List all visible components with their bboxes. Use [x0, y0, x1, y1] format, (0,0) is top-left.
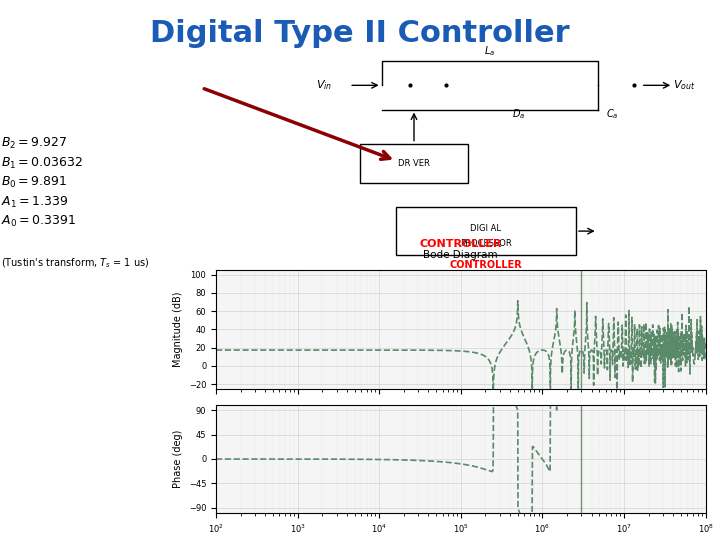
Text: DIGI AL: DIGI AL [470, 224, 502, 233]
Text: (Tustin's transform, $T_s$ = 1 us): (Tustin's transform, $T_s$ = 1 us) [1, 256, 150, 269]
Text: PROCESSOR: PROCESSOR [460, 239, 512, 248]
Text: $D_a$: $D_a$ [512, 107, 525, 122]
Text: $V_{out}$: $V_{out}$ [672, 78, 696, 92]
Bar [360, 144, 468, 183]
Text: $C_a$: $C_a$ [606, 107, 618, 122]
Text: $V_{in}$: $V_{in}$ [316, 78, 332, 92]
Y-axis label: Phase (deg): Phase (deg) [174, 430, 183, 488]
Text: $B_2 = 9.927$: $B_2 = 9.927$ [1, 136, 68, 151]
Bar [396, 207, 576, 255]
Text: $A_0 = 0.3391$: $A_0 = 0.3391$ [1, 214, 76, 229]
Y-axis label: Magnitude (dB): Magnitude (dB) [174, 292, 183, 367]
Text: CONTROLLER: CONTROLLER [420, 239, 502, 248]
Text: $B_0 = 9.891$: $B_0 = 9.891$ [1, 175, 68, 190]
Text: DR VER: DR VER [398, 159, 430, 167]
Text: Digital Type II Controller: Digital Type II Controller [150, 19, 570, 48]
Text: $L_a$: $L_a$ [484, 44, 495, 58]
Text: Bode Diagram: Bode Diagram [423, 251, 498, 260]
Text: $A_1 = 1.339$: $A_1 = 1.339$ [1, 194, 68, 210]
Text: $B_1 = 0.03632$: $B_1 = 0.03632$ [1, 156, 84, 171]
Text: CONTROLLER: CONTROLLER [449, 260, 523, 270]
